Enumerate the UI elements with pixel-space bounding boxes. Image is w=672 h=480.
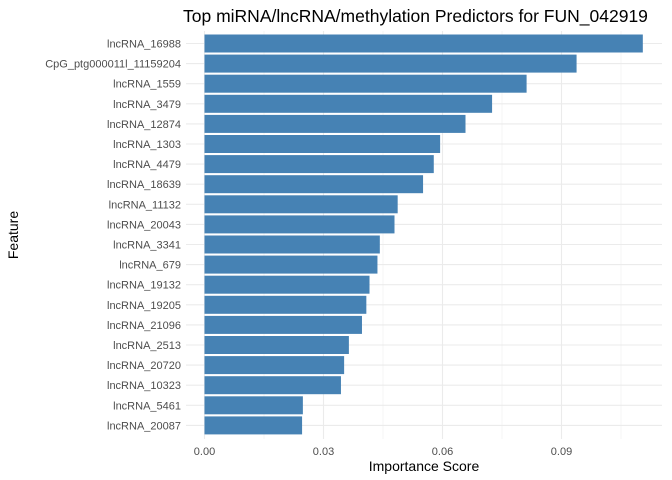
y-tick-label: lncRNA_1303 — [113, 139, 181, 151]
y-tick-label: lncRNA_10323 — [107, 380, 181, 392]
bar-lncRNA_18639 — [204, 175, 424, 194]
x-tick-label: 0.09 — [551, 446, 572, 458]
bar-lncRNA_11132 — [204, 195, 398, 214]
bar-lncRNA_1303 — [204, 135, 441, 153]
bar-lncRNA_20087 — [204, 416, 303, 435]
x-tick-label: 0.06 — [432, 446, 453, 458]
y-tick-label: lncRNA_18639 — [107, 179, 181, 191]
y-tick-label: lncRNA_3341 — [113, 240, 181, 252]
y-tick-label: lncRNA_19205 — [107, 300, 181, 312]
bar-lncRNA_10323 — [204, 376, 341, 395]
bar-lncRNA_19132 — [204, 275, 370, 294]
y-tick-label: lncRNA_20043 — [107, 219, 181, 231]
bar-lncRNA_20043 — [204, 215, 395, 234]
y-tick-label: lncRNA_5461 — [113, 400, 181, 412]
bar-CpG_ptg000011l_11159204 — [204, 54, 577, 73]
y-tick-label: lncRNA_12874 — [107, 119, 181, 131]
y-tick-label: lncRNA_11132 — [109, 199, 181, 211]
y-tick-label: lncRNA_20720 — [107, 360, 181, 372]
bar-lncRNA_1559 — [204, 74, 527, 93]
y-tick-label: lncRNA_19132 — [107, 280, 181, 292]
x-axis-title: Importance Score — [369, 458, 480, 474]
bar-lncRNA_12874 — [204, 114, 466, 133]
y-tick-label: lncRNA_3479 — [113, 99, 181, 111]
y-tick-label: lncRNA_2513 — [113, 340, 181, 352]
y-tick-label: lncRNA_1559 — [113, 79, 181, 91]
bar-lncRNA_16988 — [204, 34, 643, 53]
x-tick-labels: 0.00 0.03 0.06 0.09 — [194, 446, 572, 458]
bar-lncRNA_20720 — [204, 356, 345, 375]
y-tick-label: lncRNA_16988 — [107, 39, 181, 51]
y-tick-label: lncRNA_20087 — [107, 420, 181, 432]
bar-lncRNA_5461 — [204, 396, 303, 415]
y-tick-label: lncRNA_4479 — [113, 159, 181, 171]
bar-lncRNA_21096 — [204, 315, 362, 334]
y-tick-labels: lncRNA_16988 CpG_ptg000011l_11159204 lncRN… — [45, 39, 181, 433]
bar-lncRNA_3341 — [204, 235, 380, 254]
y-axis-title: Feature — [5, 211, 21, 259]
bars — [204, 34, 643, 435]
bar-lncRNA_2513 — [204, 336, 349, 354]
x-tick-label: 0.00 — [194, 446, 215, 458]
y-tick-label: CpG_ptg000011l_11159204 — [45, 59, 181, 71]
chart-title: Top miRNA/lncRNA/methylation Predictors … — [183, 6, 648, 27]
bar-lncRNA_3479 — [204, 94, 493, 113]
bar-lncRNA_4479 — [204, 155, 434, 174]
bar-lncRNA_19205 — [204, 295, 367, 314]
bar-lncRNA_679 — [204, 255, 378, 274]
y-tick-label: lncRNA_21096 — [107, 320, 181, 332]
x-tick-label: 0.03 — [313, 446, 334, 458]
y-tick-label: lncRNA_679 — [119, 260, 181, 272]
